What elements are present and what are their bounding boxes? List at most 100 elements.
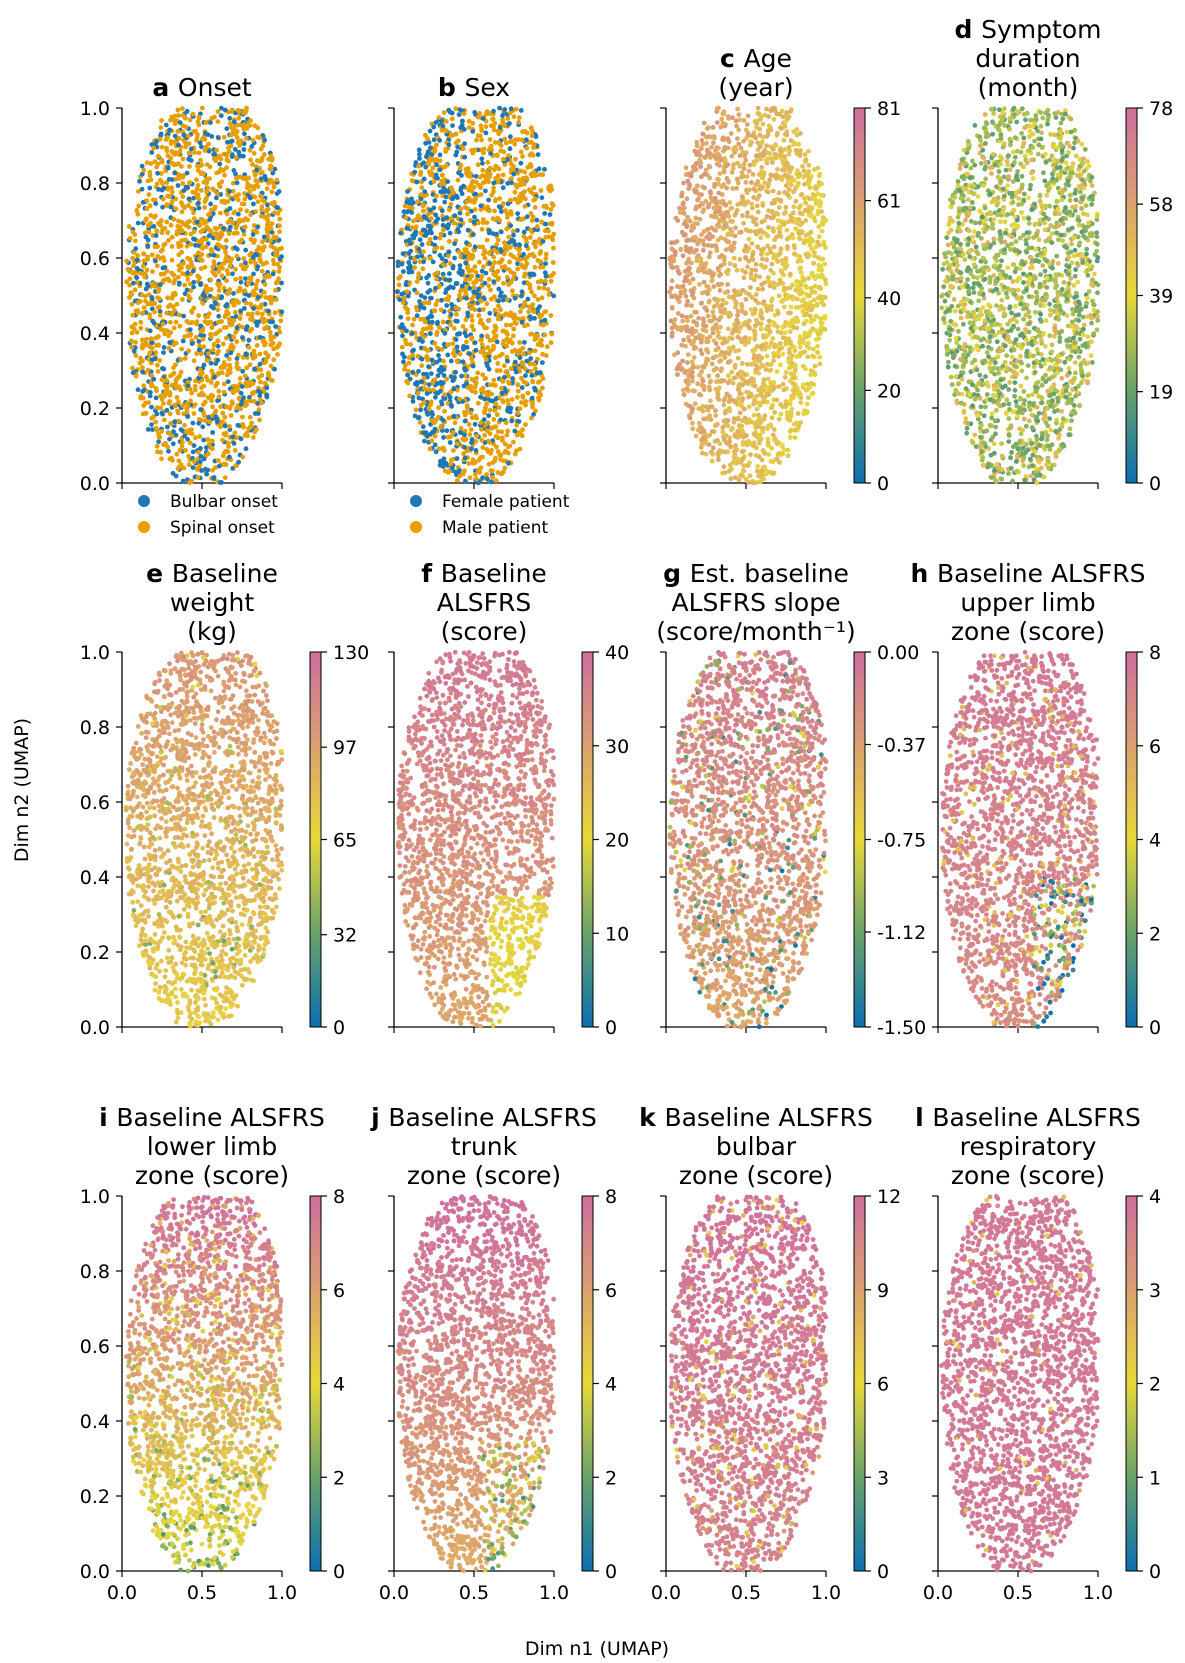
scatter-point <box>474 477 479 482</box>
scatter-point <box>443 469 448 474</box>
scatter-point <box>536 258 541 263</box>
scatter-point <box>520 138 525 143</box>
panel-c-points <box>667 106 828 486</box>
scatter-point <box>465 403 470 408</box>
scatter-point <box>502 240 507 245</box>
scatter-point <box>409 210 414 215</box>
scatter-point <box>477 245 482 250</box>
scatter-point <box>467 286 472 291</box>
scatter-point <box>278 257 283 262</box>
scatter-point <box>467 461 472 466</box>
scatter-point <box>209 335 214 340</box>
scatter-point <box>216 135 221 140</box>
scatter-point <box>218 480 223 485</box>
scatter-point <box>462 127 467 132</box>
scatter-point <box>455 478 460 483</box>
scatter-point <box>246 281 251 286</box>
scatter-point <box>154 343 159 348</box>
scatter-point <box>264 260 269 265</box>
scatter-point <box>238 175 243 180</box>
scatter-point <box>211 476 216 481</box>
legend-label: Male patient <box>442 518 549 538</box>
scatter-point <box>263 282 268 287</box>
scatter-point <box>423 320 428 325</box>
scatter-point <box>179 250 184 255</box>
scatter-point <box>483 256 488 261</box>
scatter-point <box>207 217 212 222</box>
scatter-point <box>221 226 226 231</box>
scatter-point <box>765 354 770 359</box>
scatter-point <box>177 419 182 424</box>
scatter-point <box>199 188 204 193</box>
scatter-point <box>789 138 794 143</box>
scatter-point <box>215 358 220 363</box>
scatter-point <box>770 156 775 161</box>
scatter-point <box>217 265 222 270</box>
scatter-point <box>214 196 219 201</box>
scatter-point <box>209 304 214 309</box>
scatter-point <box>148 328 153 333</box>
scatter-point <box>203 400 208 405</box>
scatter-point <box>440 347 445 352</box>
scatter-point <box>493 308 498 313</box>
scatter-point <box>420 357 425 362</box>
scatter-point <box>470 335 475 340</box>
scatter-point <box>549 279 554 284</box>
scatter-point <box>417 156 422 161</box>
legend-marker <box>138 495 150 507</box>
scatter-point <box>265 395 270 400</box>
scatter-point <box>536 297 541 302</box>
scatter-point <box>488 431 493 436</box>
scatter-point <box>208 202 213 207</box>
scatter-point <box>501 201 506 206</box>
scatter-point <box>684 172 689 177</box>
scatter-point <box>227 189 232 194</box>
scatter-point <box>690 421 695 426</box>
scatter-point <box>471 461 476 466</box>
scatter-point <box>771 271 776 276</box>
scatter-point <box>259 214 264 219</box>
scatter-point <box>531 412 536 417</box>
scatter-point <box>501 379 506 384</box>
scatter-point <box>239 263 244 268</box>
scatter-point <box>522 340 527 345</box>
scatter-point <box>507 240 512 245</box>
scatter-point <box>217 371 222 376</box>
scatter-point <box>543 256 548 261</box>
scatter-point <box>445 179 450 184</box>
scatter-point <box>218 211 223 216</box>
scatter-point <box>255 343 260 348</box>
scatter-point <box>724 203 729 208</box>
scatter-point <box>496 299 501 304</box>
scatter-point <box>448 323 453 328</box>
scatter-point <box>522 300 527 305</box>
scatter-point <box>428 314 433 319</box>
scatter-point <box>533 348 538 353</box>
scatter-point <box>190 341 195 346</box>
scatter-point <box>459 374 464 379</box>
scatter-point <box>201 228 206 233</box>
scatter-point <box>477 183 482 188</box>
scatter-point <box>157 304 162 309</box>
scatter-point <box>243 216 248 221</box>
scatter-point <box>456 138 461 143</box>
panel-c-title-line: c Age <box>720 44 792 73</box>
scatter-point <box>228 370 233 375</box>
scatter-point <box>502 466 507 471</box>
scatter-point <box>441 217 446 222</box>
scatter-point <box>266 309 271 314</box>
scatter-point <box>263 174 268 179</box>
scatter-point <box>487 111 492 116</box>
scatter-point <box>177 324 182 329</box>
scatter-point <box>685 360 690 365</box>
scatter-point <box>170 458 175 463</box>
scatter-point <box>270 189 275 194</box>
scatter-point <box>186 134 191 139</box>
scatter-point <box>195 274 200 279</box>
scatter-point <box>442 200 447 205</box>
scatter-point <box>415 180 420 185</box>
scatter-point <box>137 179 142 184</box>
scatter-point <box>540 352 545 357</box>
scatter-point <box>180 181 185 186</box>
scatter-point <box>717 163 722 168</box>
